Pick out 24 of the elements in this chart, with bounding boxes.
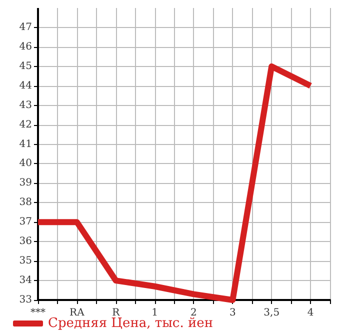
y-tick-label: 37 — [19, 216, 32, 228]
x-tick-label: 2 — [190, 308, 197, 318]
x-tick-label: R — [112, 308, 120, 318]
x-tick-label: *** — [30, 308, 46, 318]
x-tick-label: 3 — [229, 308, 236, 318]
y-tick-label: 42 — [19, 119, 32, 130]
y-tick-label: 34 — [19, 275, 32, 286]
x-tick-label: RA — [70, 308, 86, 318]
legend-label: Средняя Цена, тыс. йен — [48, 316, 213, 331]
y-tick-label: 44 — [19, 80, 32, 92]
y-tick-label: 39 — [19, 178, 32, 189]
y-tick-label: 33 — [19, 294, 32, 306]
x-tick-label: 4 — [307, 308, 314, 318]
y-tick-label: 45 — [19, 60, 32, 72]
y-tick-label: 36 — [19, 236, 32, 248]
y-tick-label: 43 — [19, 100, 32, 111]
y-tick-label: 38 — [19, 197, 32, 208]
y-tick-label: 40 — [19, 158, 32, 170]
x-tick-label: 3,5 — [264, 308, 280, 318]
x-tick-label: 1 — [152, 308, 158, 318]
y-tick-label: 46 — [19, 41, 32, 52]
y-tick-label: 41 — [19, 138, 32, 150]
y-tick-label: 47 — [19, 22, 32, 33]
y-tick-label: 35 — [19, 256, 32, 267]
